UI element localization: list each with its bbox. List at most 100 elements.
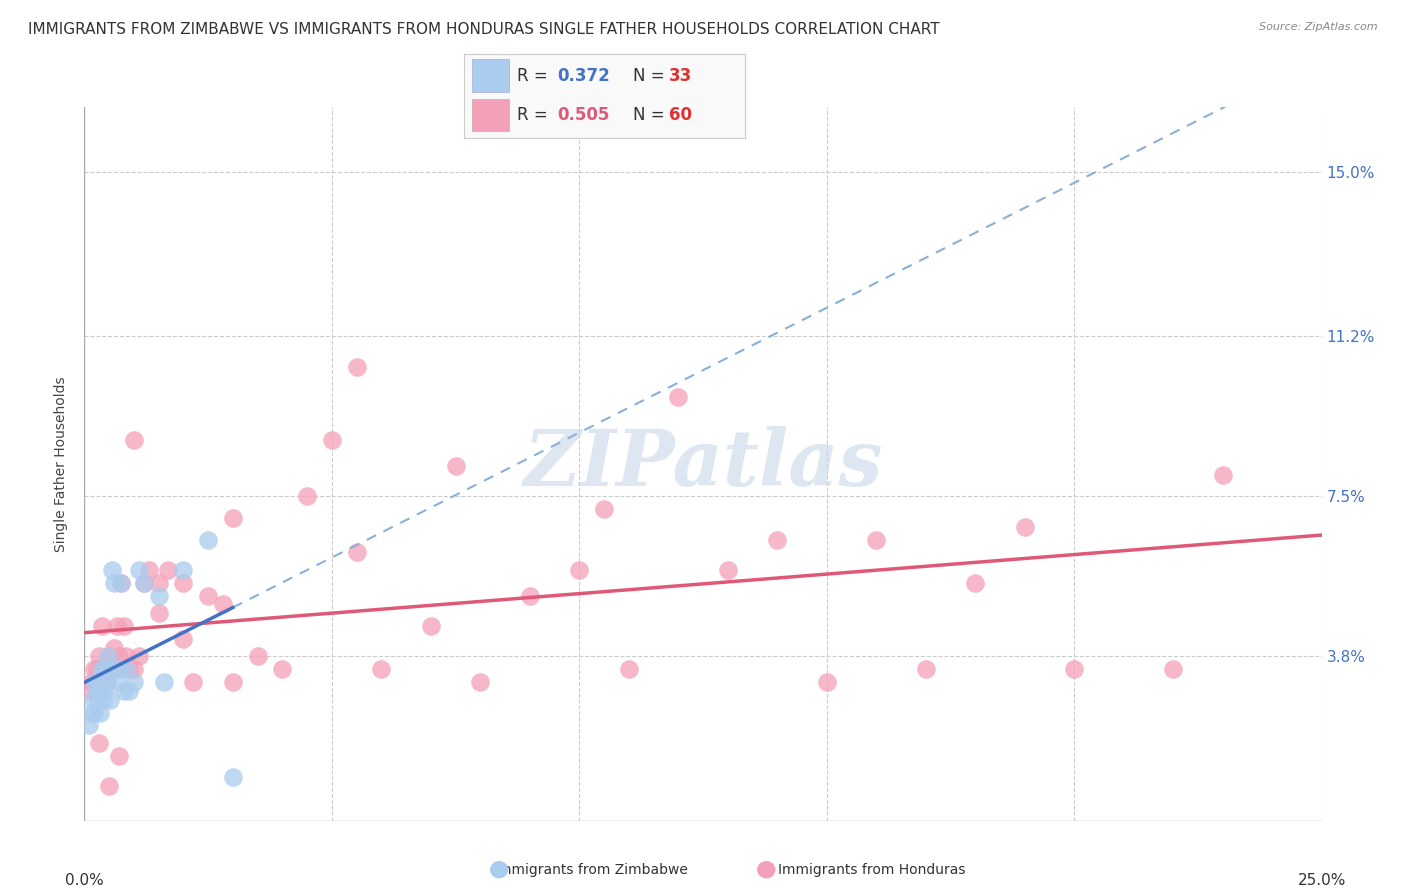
Text: R =: R =	[517, 67, 554, 85]
Point	[222, 675, 245, 690]
Point	[444, 458, 467, 473]
Point	[1063, 662, 1085, 676]
Point	[80, 675, 103, 690]
Point	[271, 662, 294, 676]
Point	[321, 433, 343, 447]
Point	[148, 575, 170, 590]
Point	[103, 575, 125, 590]
Point	[152, 675, 174, 690]
Point	[815, 675, 838, 690]
Point	[82, 692, 104, 706]
Point	[122, 675, 145, 690]
Point	[865, 533, 887, 547]
Text: 0.372: 0.372	[557, 67, 610, 85]
Point	[79, 718, 101, 732]
Point	[96, 675, 118, 690]
Point	[93, 684, 115, 698]
Text: Immigrants from Zimbabwe: Immigrants from Zimbabwe	[494, 863, 688, 877]
Point	[96, 675, 118, 690]
Text: 0.505: 0.505	[557, 106, 609, 124]
Point	[470, 675, 492, 690]
Text: IMMIGRANTS FROM ZIMBABWE VS IMMIGRANTS FROM HONDURAS SINGLE FATHER HOUSEHOLDS CO: IMMIGRANTS FROM ZIMBABWE VS IMMIGRANTS F…	[28, 22, 939, 37]
Point	[105, 619, 128, 633]
Point	[148, 606, 170, 620]
Point	[717, 563, 740, 577]
Point	[86, 684, 108, 698]
Point	[89, 649, 111, 664]
Point	[419, 619, 441, 633]
Text: 25.0%: 25.0%	[1298, 872, 1346, 888]
Point	[222, 511, 245, 525]
Text: Immigrants from Honduras: Immigrants from Honduras	[778, 863, 966, 877]
Point	[519, 589, 541, 603]
Text: R =: R =	[517, 106, 554, 124]
Point	[181, 675, 204, 690]
Point	[965, 575, 987, 590]
Point	[98, 662, 121, 676]
Point	[222, 771, 245, 785]
Text: ZIPatlas: ZIPatlas	[523, 425, 883, 502]
Point	[103, 640, 125, 655]
Point	[568, 563, 591, 577]
Point	[1161, 662, 1184, 676]
Point	[80, 706, 103, 720]
Point	[90, 662, 112, 676]
Point	[105, 675, 128, 690]
Text: 60: 60	[669, 106, 692, 124]
Text: 0.0%: 0.0%	[65, 872, 104, 888]
Point	[97, 649, 120, 664]
FancyBboxPatch shape	[472, 60, 509, 92]
Point	[346, 359, 368, 374]
Point	[122, 662, 145, 676]
Point	[84, 675, 107, 690]
Point	[91, 692, 114, 706]
Point	[246, 649, 269, 664]
Point	[128, 563, 150, 577]
Point	[138, 563, 160, 577]
Point	[157, 563, 180, 577]
Point	[110, 575, 132, 590]
Point	[83, 662, 105, 676]
Point	[93, 662, 115, 676]
Text: N =: N =	[633, 106, 669, 124]
Point	[108, 662, 131, 676]
Point	[115, 662, 138, 676]
Point	[132, 575, 155, 590]
Point	[172, 575, 194, 590]
Point	[87, 692, 110, 706]
Point	[108, 649, 131, 664]
Point	[370, 662, 392, 676]
Point	[89, 706, 111, 720]
Point	[914, 662, 936, 676]
Point	[172, 632, 194, 646]
Point	[115, 649, 138, 664]
Point	[112, 684, 135, 698]
Text: 33: 33	[669, 67, 693, 85]
Point	[98, 692, 121, 706]
Point	[617, 662, 640, 676]
Point	[1212, 467, 1234, 482]
Point	[79, 684, 101, 698]
Point	[593, 502, 616, 516]
Point	[110, 575, 132, 590]
Point	[148, 589, 170, 603]
Point	[766, 533, 789, 547]
Point	[98, 649, 121, 664]
Point	[90, 619, 112, 633]
Point	[666, 390, 689, 404]
Point	[86, 662, 108, 676]
Text: Source: ZipAtlas.com: Source: ZipAtlas.com	[1260, 22, 1378, 32]
Point	[98, 779, 121, 793]
Point	[100, 662, 122, 676]
Point	[197, 533, 219, 547]
Point	[118, 662, 141, 676]
Point	[172, 563, 194, 577]
Text: N =: N =	[633, 67, 669, 85]
Point	[89, 736, 111, 750]
Point	[212, 598, 235, 612]
Point	[132, 575, 155, 590]
Point	[295, 489, 318, 503]
Y-axis label: Single Father Households: Single Father Households	[55, 376, 69, 551]
Point	[100, 563, 122, 577]
Point	[122, 433, 145, 447]
